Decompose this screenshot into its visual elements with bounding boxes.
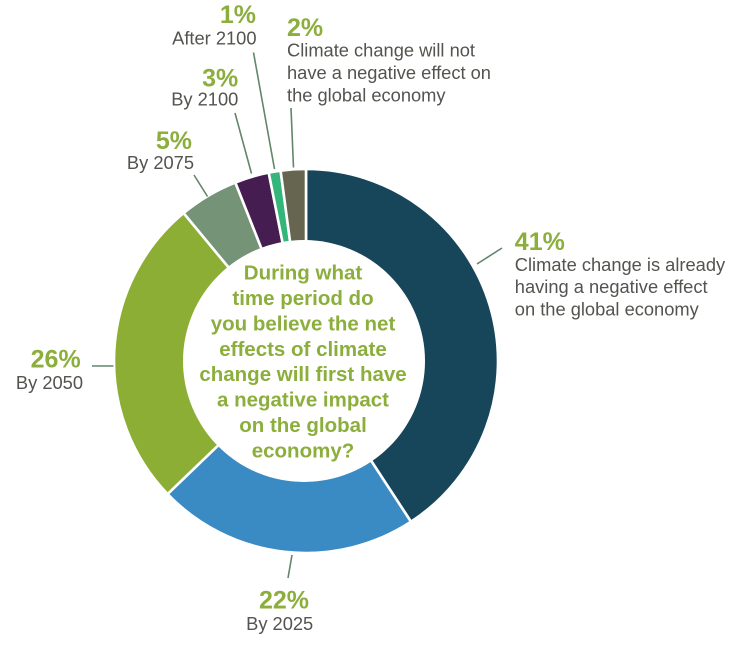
svg-text:By 2050: By 2050 bbox=[16, 372, 83, 393]
svg-text:economy?: economy? bbox=[252, 439, 355, 462]
svg-text:By 2025: By 2025 bbox=[246, 613, 313, 634]
svg-text:on the global economy: on the global economy bbox=[515, 299, 700, 320]
svg-text:change will first have: change will first have bbox=[199, 363, 406, 386]
svg-text:By 2100: By 2100 bbox=[171, 89, 238, 110]
svg-text:3%: 3% bbox=[202, 65, 238, 93]
svg-text:2%: 2% bbox=[287, 14, 323, 42]
svg-text:time period do: time period do bbox=[232, 287, 373, 310]
svg-text:having a negative effect: having a negative effect bbox=[515, 276, 708, 297]
svg-text:Climate change is already: Climate change is already bbox=[515, 254, 726, 275]
svg-text:After 2100: After 2100 bbox=[172, 28, 256, 49]
svg-text:1%: 1% bbox=[220, 1, 256, 29]
svg-text:22%: 22% bbox=[259, 587, 309, 615]
svg-text:During what: During what bbox=[244, 262, 363, 285]
svg-text:26%: 26% bbox=[31, 346, 81, 374]
svg-text:you believe the net: you believe the net bbox=[211, 312, 396, 335]
svg-text:have a negative effect on: have a negative effect on bbox=[287, 62, 491, 83]
svg-text:a negative impact: a negative impact bbox=[217, 389, 389, 412]
svg-text:Climate change will not: Climate change will not bbox=[287, 40, 475, 61]
svg-text:the global economy: the global economy bbox=[287, 84, 446, 105]
svg-text:effects of climate: effects of climate bbox=[219, 338, 386, 361]
svg-text:5%: 5% bbox=[156, 127, 192, 155]
svg-text:41%: 41% bbox=[515, 228, 565, 256]
svg-text:By 2075: By 2075 bbox=[127, 152, 194, 173]
svg-text:on the global: on the global bbox=[239, 414, 367, 437]
